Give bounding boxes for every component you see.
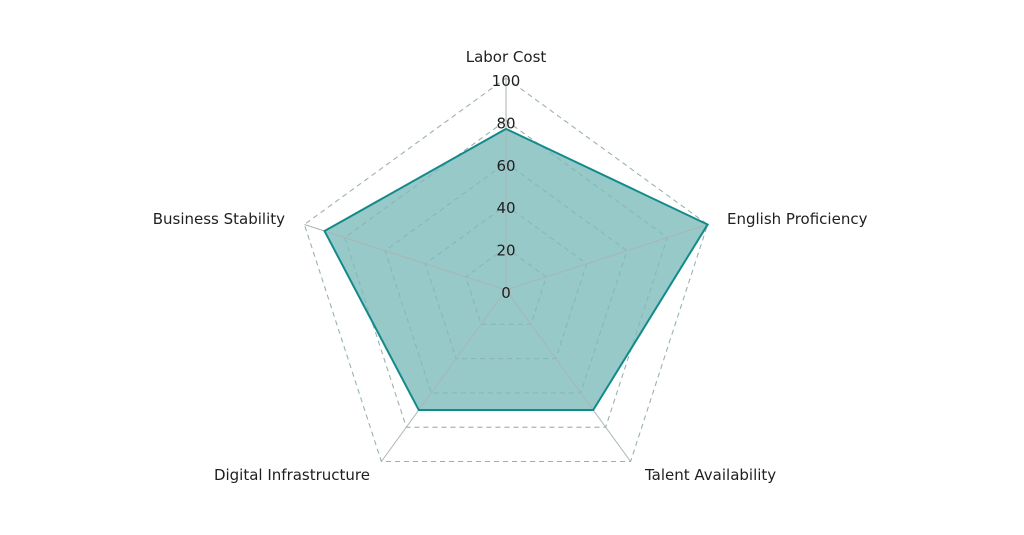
axis-spoke xyxy=(505,224,708,291)
axis-spoke xyxy=(304,224,507,291)
series-area xyxy=(324,128,708,411)
radar-series xyxy=(303,77,709,463)
grid-ring-overlay xyxy=(303,77,709,463)
tick-label-20: 20 xyxy=(496,242,515,260)
tick-label-40: 40 xyxy=(496,199,515,217)
axis-label-talent-availability: Talent Availability xyxy=(644,466,776,484)
tick-label-100: 100 xyxy=(492,72,521,90)
axis-label-english-proficiency: English Proficiency xyxy=(727,210,868,228)
series-outline xyxy=(323,127,710,412)
radar-axes xyxy=(304,78,710,462)
grid-ring-overlay xyxy=(384,162,628,394)
axis-spoke xyxy=(380,289,507,462)
axis-label-labor-cost: Labor Cost xyxy=(466,48,547,66)
tick-label-0: 0 xyxy=(501,284,511,302)
axis-spoke xyxy=(505,289,632,462)
tick-label-60: 60 xyxy=(496,157,515,175)
axis-label-business-stability: Business Stability xyxy=(153,210,285,228)
tick-label-80: 80 xyxy=(496,114,515,132)
grid-ring-overlay xyxy=(465,246,547,325)
axis-label-digital-infrastructure: Digital Infrastructure xyxy=(214,466,370,484)
axis-category-labels: Labor Cost English Proficiency Talent Avai… xyxy=(153,48,868,484)
grid-ring-overlay xyxy=(344,119,668,428)
radial-tick-labels: 0 20 40 60 80 100 xyxy=(492,72,521,302)
grid-ring-overlay xyxy=(424,204,588,360)
